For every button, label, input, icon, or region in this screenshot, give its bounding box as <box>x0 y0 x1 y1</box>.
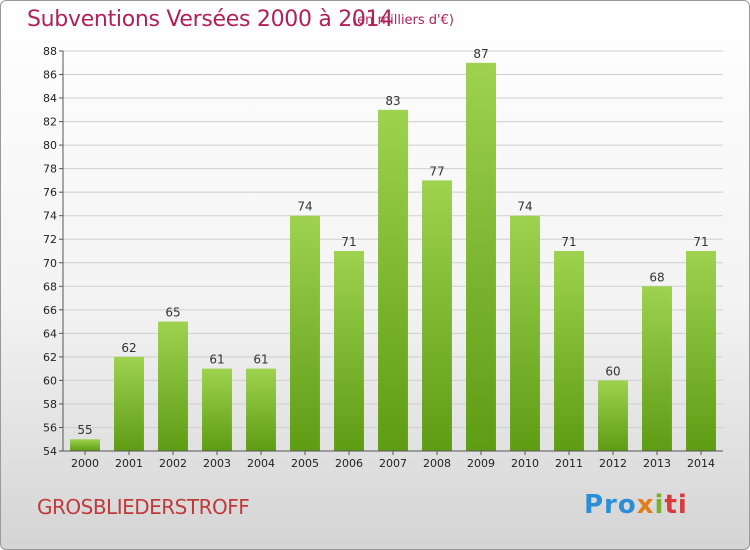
x-tick-label-2013: 2013 <box>643 457 671 470</box>
x-tick-label-2008: 2008 <box>423 457 451 470</box>
bar-2007 <box>378 109 408 451</box>
value-label-2003: 61 <box>209 353 224 367</box>
y-tick-label: 66 <box>43 304 57 317</box>
chart-unit-label: (en milliers d'€) <box>352 13 454 28</box>
value-label-2007: 83 <box>385 94 400 108</box>
y-tick-label: 86 <box>43 69 57 82</box>
bar-2001 <box>114 356 144 451</box>
y-tick-label: 82 <box>43 116 57 129</box>
y-tick-label: 80 <box>43 139 57 152</box>
bar-2006 <box>334 251 364 451</box>
bar-2002 <box>158 321 188 451</box>
y-tick-label: 56 <box>43 421 57 434</box>
value-label-2002: 65 <box>165 306 180 320</box>
bar-2004 <box>246 368 276 451</box>
x-axis: 2000 2001 2002 2003 2004 2005 2006 2007 2008 2009… <box>63 450 723 470</box>
value-label-2014: 71 <box>693 235 708 249</box>
x-tick-label-2004: 2004 <box>247 457 275 470</box>
logo-part-2: x <box>636 490 655 520</box>
bar-2000 <box>70 439 100 451</box>
value-label-2008: 77 <box>429 164 444 178</box>
value-label-2001: 62 <box>121 341 136 355</box>
y-tick-label: 64 <box>43 327 57 340</box>
x-tick-label-2011: 2011 <box>555 457 583 470</box>
y-tick-label: 62 <box>43 351 57 364</box>
y-tick-label: 84 <box>43 92 57 105</box>
x-tick-label-2005: 2005 <box>291 457 319 470</box>
value-label-2009: 87 <box>473 47 488 61</box>
x-tick-label-2000: 2000 <box>71 457 99 470</box>
x-tick-label-2002: 2002 <box>159 457 187 470</box>
value-label-2011: 71 <box>561 235 576 249</box>
y-axis: 54 56 58 60 62 64 66 68 70 72 74 76 78 80 82 84 86 88 <box>43 45 64 458</box>
x-tick-label-2012: 2012 <box>599 457 627 470</box>
logo-part-3: i <box>654 490 665 520</box>
y-tick-label: 54 <box>43 445 57 458</box>
value-label-2005: 74 <box>297 200 312 214</box>
value-label-2013: 68 <box>649 270 664 284</box>
bar-2012 <box>598 380 628 451</box>
value-label-2012: 60 <box>605 364 620 378</box>
x-tick-label-2001: 2001 <box>115 457 143 470</box>
value-label-2010: 74 <box>517 200 532 214</box>
logo-part-1: Pro <box>584 490 637 520</box>
bar-2008 <box>422 180 452 452</box>
y-tick-label: 74 <box>43 210 57 223</box>
value-label-2006: 71 <box>341 235 356 249</box>
y-tick-label: 76 <box>43 186 57 199</box>
value-label-2004: 61 <box>253 353 268 367</box>
x-tick-label-2009: 2009 <box>467 457 495 470</box>
bar-2014 <box>686 251 716 451</box>
bar-2010 <box>510 215 540 451</box>
bars: 55 62 65 61 61 74 71 83 77 87 74 71 60 68 71 <box>70 47 716 452</box>
y-tick-label: 68 <box>43 280 57 293</box>
x-tick-label-2014: 2014 <box>687 457 715 470</box>
commune-name: GROSBLIEDERSTROFF <box>37 495 250 519</box>
y-tick-label: 60 <box>43 374 57 387</box>
x-tick-label-2003: 2003 <box>203 457 231 470</box>
bar-2013 <box>642 286 672 451</box>
bar-2003 <box>202 368 232 451</box>
bar-2011 <box>554 251 584 451</box>
y-tick-label: 88 <box>43 45 57 58</box>
proxiti-logo[interactable]: Proxiti <box>584 490 688 520</box>
y-tick-label: 70 <box>43 257 57 270</box>
bar-2005 <box>290 215 320 451</box>
chart-title: Subventions Versées 2000 à 2014 <box>27 7 394 32</box>
x-tick-label-2007: 2007 <box>379 457 407 470</box>
y-tick-label: 78 <box>43 163 57 176</box>
value-label-2000: 55 <box>77 423 92 437</box>
x-tick-label-2010: 2010 <box>511 457 539 470</box>
y-tick-label: 72 <box>43 233 57 246</box>
bar-2009 <box>466 62 496 451</box>
y-tick-label: 58 <box>43 398 57 411</box>
logo-part-4: ti <box>664 490 688 520</box>
x-tick-label-2006: 2006 <box>335 457 363 470</box>
